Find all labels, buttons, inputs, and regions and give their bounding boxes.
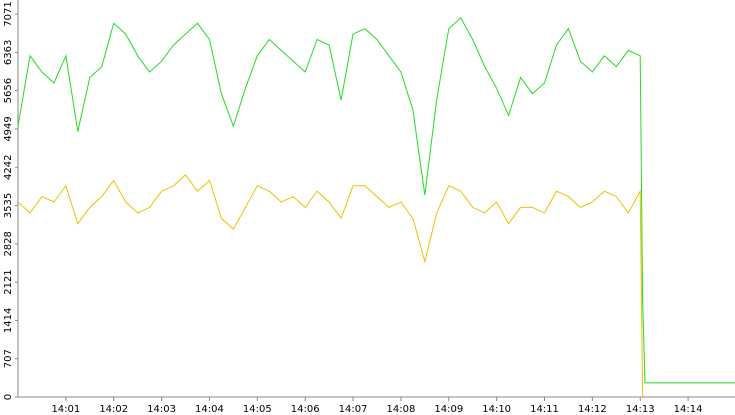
- x-tick-label: 14:03: [147, 404, 176, 415]
- x-tick-label: 14:10: [482, 404, 511, 415]
- y-tick-label: 4949: [3, 116, 14, 141]
- x-tick-label: 14:12: [578, 404, 607, 415]
- series-line: [17, 17, 735, 384]
- x-tick-label: 14:11: [530, 404, 559, 415]
- y-tick-label: 6363: [3, 40, 14, 65]
- y-tick-label: 5656: [3, 78, 14, 103]
- x-tick-label: 14:05: [243, 404, 272, 415]
- x-tick-label: 14:07: [339, 404, 368, 415]
- x-tick-label: 14:06: [291, 404, 320, 415]
- y-tick-label: 4242: [3, 155, 14, 180]
- x-tick-label: 14:01: [51, 404, 80, 415]
- y-tick-label: 1414: [3, 308, 14, 333]
- y-tick-label: 7071: [3, 1, 14, 26]
- x-tick-label: 14:04: [195, 404, 224, 415]
- y-tick-label: 0: [3, 394, 14, 400]
- y-tick-label: 2121: [3, 269, 14, 294]
- y-tick-label: 2828: [3, 231, 14, 256]
- x-tick-label: 14:14: [674, 404, 703, 415]
- x-tick-label: 14:02: [99, 404, 128, 415]
- series-line: [17, 174, 644, 398]
- x-tick-label: 14:09: [434, 404, 463, 415]
- x-tick-label: 14:13: [626, 404, 655, 415]
- y-tick-label: 707: [3, 349, 14, 368]
- y-tick-label: 3535: [3, 193, 14, 218]
- x-tick-label: 14:08: [386, 404, 415, 415]
